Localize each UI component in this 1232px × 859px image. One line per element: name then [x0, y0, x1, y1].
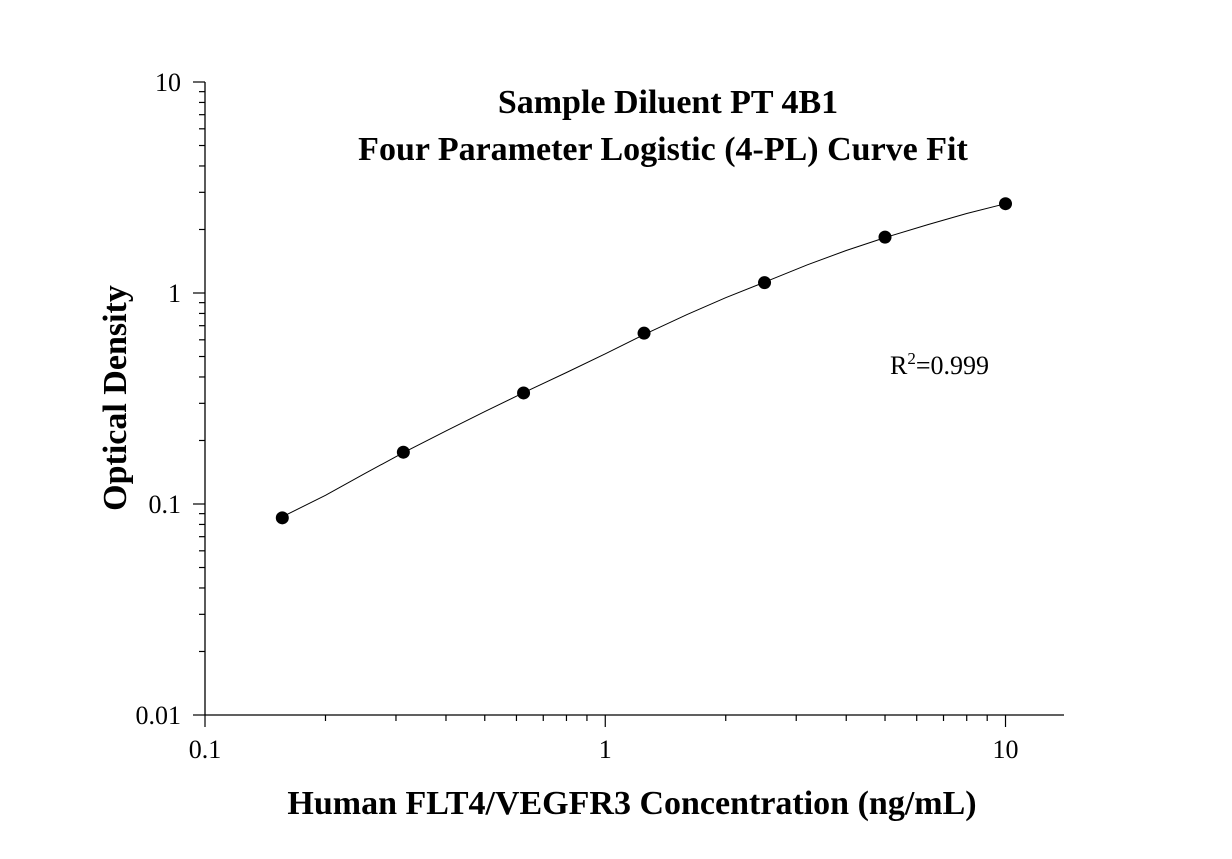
data-point: [517, 386, 531, 400]
chart-title-line-1: Sample Diluent PT 4B1: [498, 84, 838, 121]
x-tick-label: 1: [599, 735, 612, 764]
y-axis-tick-labels: 0.01 0.1 1 10: [136, 68, 182, 730]
x-axis-title: Human FLT4/VEGFR3 Concentration (ng/mL): [287, 785, 976, 822]
chart-title-line-2: Four Parameter Logistic (4-PL) Curve Fit: [358, 131, 968, 168]
data-point: [999, 197, 1013, 211]
x-axis-ticks: [204, 715, 1007, 727]
y-tick-label: 0.01: [136, 701, 182, 730]
r-squared-value: =0.999: [916, 351, 989, 380]
y-tick-label: 1: [168, 279, 181, 308]
y-tick-label: 10: [155, 68, 181, 97]
r-squared-label: R: [890, 351, 908, 380]
x-axis-tick-labels: 0.1 1 10: [189, 735, 1019, 764]
axes: [193, 81, 1064, 727]
data-point: [396, 445, 410, 459]
r-squared-annotation: R2=0.999: [890, 349, 989, 380]
data-point: [637, 326, 651, 340]
y-tick-label: 0.1: [149, 490, 182, 519]
x-tick-label: 0.1: [189, 735, 222, 764]
data-points: [275, 197, 1013, 525]
x-tick-label: 10: [993, 735, 1019, 764]
data-point: [878, 230, 892, 244]
data-point: [758, 276, 772, 290]
y-axis-title: Optical Density: [97, 285, 134, 511]
data-point: [275, 511, 289, 525]
r-squared-superscript: 2: [907, 349, 916, 368]
y-axis-ticks: [193, 81, 205, 716]
